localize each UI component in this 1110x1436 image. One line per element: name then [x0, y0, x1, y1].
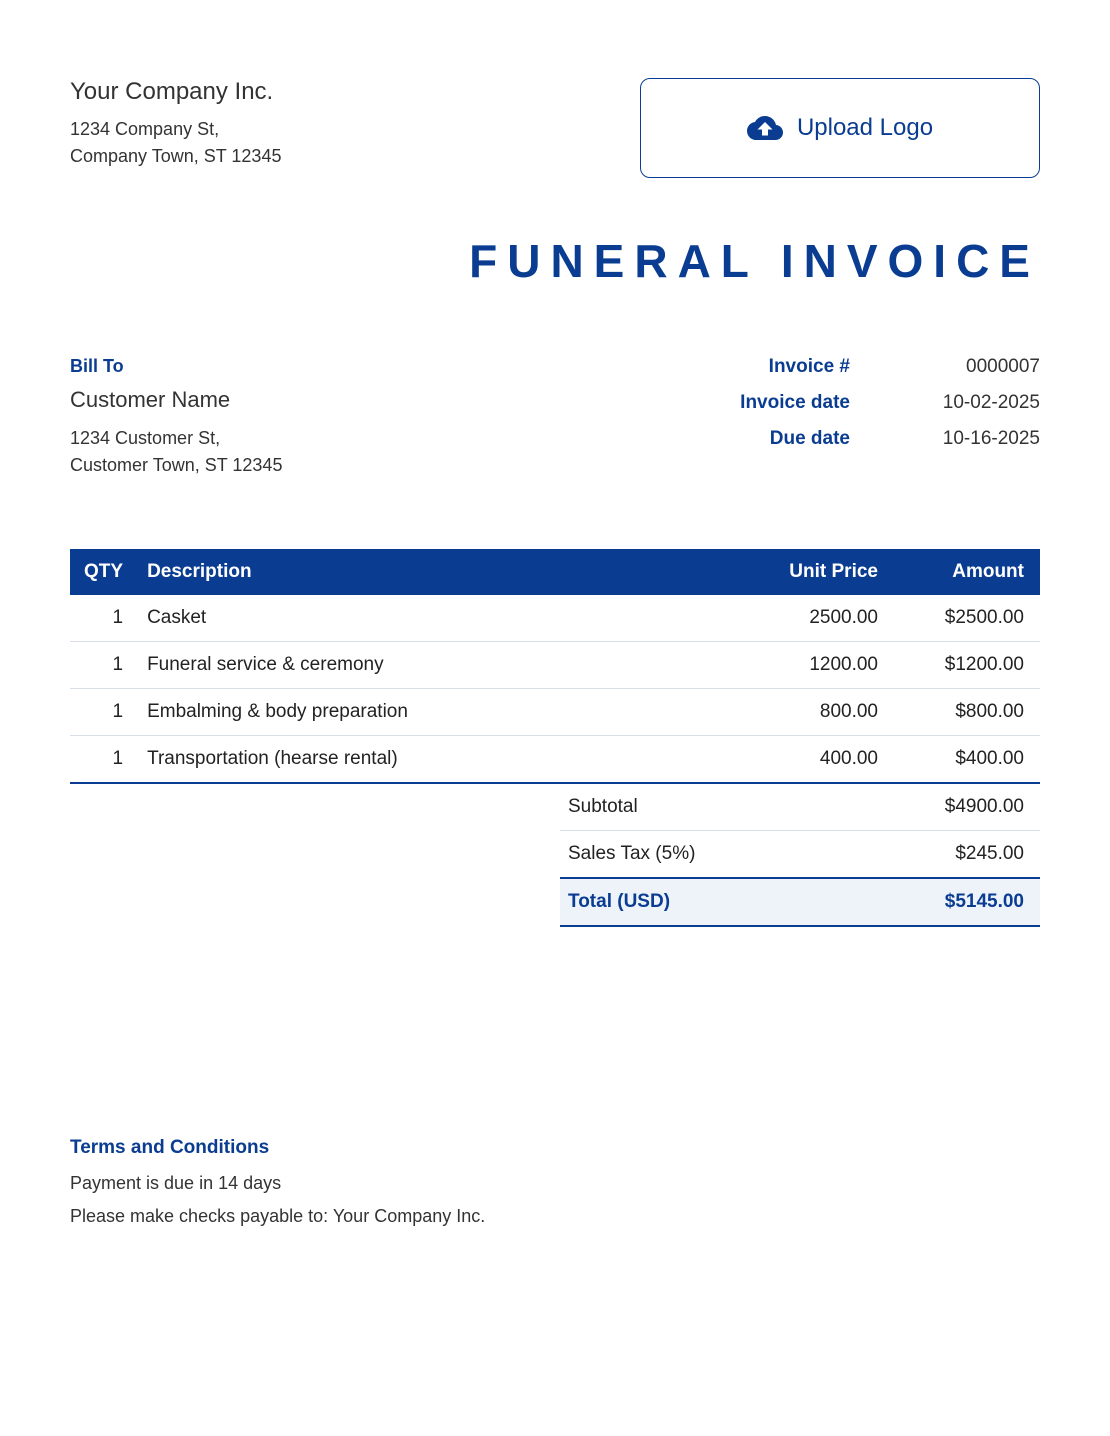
col-amount: Amount	[890, 549, 1040, 595]
bill-to: Bill To Customer Name 1234 Customer St, …	[70, 356, 282, 479]
subtotal-label: Subtotal	[568, 796, 638, 818]
invoice-number-row: Invoice # 0000007	[710, 356, 1040, 378]
due-date: 10-16-2025	[910, 428, 1040, 450]
company-address-1: 1234 Company St,	[70, 116, 281, 143]
grand-total-label: Total (USD)	[568, 891, 670, 913]
subtotal-row: Subtotal $4900.00	[560, 784, 1040, 831]
cell-description: Transportation (hearse rental)	[135, 736, 730, 784]
company-info: Your Company Inc. 1234 Company St, Compa…	[70, 78, 281, 170]
invoice-number-label: Invoice #	[710, 356, 850, 378]
col-qty: QTY	[70, 549, 135, 595]
invoice-date-label: Invoice date	[710, 392, 850, 414]
bill-to-heading: Bill To	[70, 356, 282, 377]
company-address-2: Company Town, ST 12345	[70, 143, 281, 170]
grand-total-row: Total (USD) $5145.00	[560, 879, 1040, 927]
tax-label: Sales Tax (5%)	[568, 843, 695, 865]
table-row: 1Casket2500.00$2500.00	[70, 595, 1040, 642]
terms-line-1: Payment is due in 14 days	[70, 1173, 1040, 1194]
cell-unit-price: 2500.00	[730, 595, 890, 642]
cell-amount: $1200.00	[890, 642, 1040, 689]
col-unit-price: Unit Price	[730, 549, 890, 595]
upload-logo-label: Upload Logo	[797, 114, 933, 142]
cell-description: Funeral service & ceremony	[135, 642, 730, 689]
customer-address-1: 1234 Customer St,	[70, 425, 282, 452]
cell-qty: 1	[70, 642, 135, 689]
table-row: 1Embalming & body preparation800.00$800.…	[70, 689, 1040, 736]
due-date-label: Due date	[710, 428, 850, 450]
document-title: FUNERAL INVOICE	[70, 234, 1040, 288]
cell-description: Casket	[135, 595, 730, 642]
table-header: QTY Description Unit Price Amount	[70, 549, 1040, 595]
invoice-number: 0000007	[910, 356, 1040, 378]
subtotal-value: $4900.00	[945, 796, 1024, 818]
upload-logo-button[interactable]: Upload Logo	[640, 78, 1040, 178]
cell-amount: $400.00	[890, 736, 1040, 784]
meta-section: Bill To Customer Name 1234 Customer St, …	[70, 356, 1040, 479]
due-date-row: Due date 10-16-2025	[710, 428, 1040, 450]
company-name: Your Company Inc.	[70, 78, 281, 106]
tax-row: Sales Tax (5%) $245.00	[560, 831, 1040, 879]
terms-heading: Terms and Conditions	[70, 1137, 1040, 1159]
cell-unit-price: 1200.00	[730, 642, 890, 689]
invoice-meta: Invoice # 0000007 Invoice date 10-02-202…	[710, 356, 1040, 479]
cell-amount: $800.00	[890, 689, 1040, 736]
cell-unit-price: 400.00	[730, 736, 890, 784]
customer-name: Customer Name	[70, 387, 282, 413]
customer-address-2: Customer Town, ST 12345	[70, 452, 282, 479]
invoice-date: 10-02-2025	[910, 392, 1040, 414]
terms: Terms and Conditions Payment is due in 1…	[70, 1137, 1040, 1227]
invoice-date-row: Invoice date 10-02-2025	[710, 392, 1040, 414]
terms-line-2: Please make checks payable to: Your Comp…	[70, 1206, 1040, 1227]
table-row: 1Funeral service & ceremony1200.00$1200.…	[70, 642, 1040, 689]
line-items-table: QTY Description Unit Price Amount 1Caske…	[70, 549, 1040, 784]
cell-qty: 1	[70, 736, 135, 784]
cell-qty: 1	[70, 595, 135, 642]
cloud-upload-icon	[747, 114, 783, 142]
tax-value: $245.00	[955, 843, 1024, 865]
cell-qty: 1	[70, 689, 135, 736]
cell-description: Embalming & body preparation	[135, 689, 730, 736]
header: Your Company Inc. 1234 Company St, Compa…	[70, 78, 1040, 178]
cell-amount: $2500.00	[890, 595, 1040, 642]
col-description: Description	[135, 549, 730, 595]
totals: Subtotal $4900.00 Sales Tax (5%) $245.00…	[560, 784, 1040, 927]
table-row: 1Transportation (hearse rental)400.00$40…	[70, 736, 1040, 784]
cell-unit-price: 800.00	[730, 689, 890, 736]
grand-total-value: $5145.00	[945, 891, 1024, 913]
